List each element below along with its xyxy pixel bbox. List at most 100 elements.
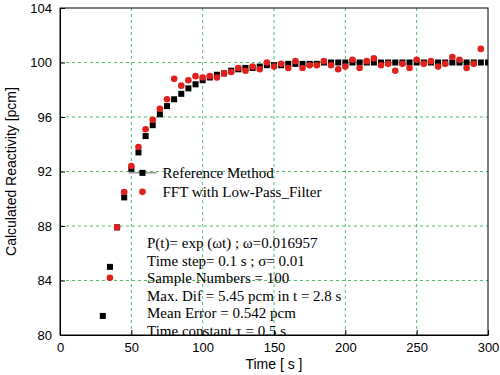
grid-line-y bbox=[60, 171, 488, 172]
point bbox=[357, 60, 363, 66]
point bbox=[264, 59, 271, 66]
point bbox=[228, 69, 235, 76]
x-tick: 50 bbox=[125, 330, 139, 355]
y-tick-mark bbox=[60, 281, 65, 282]
point bbox=[314, 62, 321, 69]
point bbox=[135, 149, 141, 155]
y-tick-mark bbox=[60, 335, 65, 336]
y-tick: 88 bbox=[38, 219, 65, 234]
y-tick: 92 bbox=[38, 164, 65, 179]
x-axis-label: Time [ s ] bbox=[245, 356, 302, 372]
point bbox=[214, 74, 221, 81]
point bbox=[178, 91, 184, 97]
grid-line-y bbox=[60, 226, 488, 227]
plot-frame bbox=[60, 8, 488, 335]
point bbox=[221, 70, 227, 76]
point bbox=[335, 60, 341, 66]
grid bbox=[60, 8, 488, 335]
point bbox=[221, 70, 228, 77]
y-tick: 100 bbox=[30, 55, 65, 70]
point bbox=[142, 126, 149, 133]
x-tick-label: 50 bbox=[125, 340, 139, 355]
x-tick-label: 150 bbox=[264, 340, 286, 355]
point bbox=[464, 60, 470, 66]
y-tick-label: 104 bbox=[30, 1, 52, 16]
point bbox=[149, 116, 156, 123]
point bbox=[399, 61, 406, 68]
y-tick-mark bbox=[60, 172, 65, 173]
point bbox=[171, 96, 177, 102]
point bbox=[143, 133, 149, 139]
point bbox=[306, 62, 313, 69]
point bbox=[114, 224, 121, 231]
point bbox=[114, 224, 120, 230]
point bbox=[135, 144, 142, 151]
point bbox=[171, 76, 178, 83]
point bbox=[406, 65, 413, 72]
y-tick: 96 bbox=[38, 110, 65, 125]
marks bbox=[100, 46, 488, 319]
annotation: P(t)= exp (ωt) ; ω=0.016957 bbox=[147, 235, 318, 252]
point bbox=[107, 264, 113, 270]
point bbox=[478, 46, 485, 53]
point bbox=[192, 73, 199, 80]
point bbox=[435, 63, 442, 70]
point bbox=[164, 103, 170, 109]
x-tick: 300 bbox=[478, 330, 500, 355]
x-tick-mark bbox=[417, 330, 418, 335]
point bbox=[178, 82, 185, 89]
point bbox=[371, 55, 378, 62]
point bbox=[328, 62, 335, 69]
x-tick: 200 bbox=[335, 330, 357, 355]
point bbox=[207, 73, 214, 80]
annotation: Time step= 0.1 s ; σ= 0.01 bbox=[147, 253, 305, 269]
legend-item: Reference Method bbox=[128, 165, 274, 181]
y-tick-label: 80 bbox=[38, 328, 52, 343]
point bbox=[478, 60, 484, 66]
y-tick-label: 96 bbox=[38, 110, 52, 125]
annotation: Time constant τ = 0.5 s bbox=[147, 323, 286, 339]
annotation: Max. Dif = 5.45 pcm in t = 2.8 s bbox=[147, 288, 342, 304]
point bbox=[449, 60, 455, 66]
y-tick-label: 84 bbox=[38, 273, 52, 288]
point bbox=[299, 65, 306, 72]
legend-label: FFT with Low-Pass_Filter bbox=[162, 184, 321, 200]
point bbox=[271, 63, 278, 70]
point bbox=[363, 58, 370, 65]
legend-label: Reference Method bbox=[162, 165, 274, 181]
x-tick-label: 300 bbox=[478, 340, 500, 355]
legend-item: FFT with Low-Pass_Filter bbox=[139, 184, 321, 200]
y-tick: 80 bbox=[38, 328, 65, 343]
point bbox=[164, 96, 171, 103]
x-tick-mark bbox=[131, 330, 132, 335]
y-tick-label: 88 bbox=[38, 219, 52, 234]
y-tick-label: 100 bbox=[30, 55, 52, 70]
grid-line-y bbox=[60, 117, 488, 118]
point bbox=[107, 274, 114, 281]
point bbox=[185, 85, 191, 91]
point bbox=[121, 189, 128, 196]
point bbox=[356, 65, 363, 72]
y-axis-label: Calculated Reactivity [pcm] bbox=[3, 87, 19, 256]
point bbox=[342, 63, 349, 70]
series-0 bbox=[100, 60, 488, 319]
point bbox=[157, 106, 164, 113]
legend-symbol bbox=[139, 189, 146, 196]
point bbox=[413, 56, 420, 63]
point bbox=[235, 65, 242, 72]
point bbox=[442, 61, 449, 68]
x-tick-mark bbox=[488, 330, 489, 335]
point bbox=[470, 61, 477, 68]
point bbox=[121, 194, 127, 200]
point bbox=[449, 54, 456, 61]
point bbox=[157, 111, 163, 117]
point bbox=[285, 65, 292, 72]
y-tick-label: 92 bbox=[38, 164, 52, 179]
x-tick-label: 200 bbox=[335, 340, 357, 355]
point bbox=[407, 60, 413, 66]
y-tick-mark bbox=[60, 226, 65, 227]
annotations: P(t)= exp (ωt) ; ω=0.016957Time step= 0.… bbox=[147, 235, 342, 339]
x-tick-label: 250 bbox=[406, 340, 428, 355]
annotation: Sample Numbers = 100 bbox=[147, 270, 289, 286]
point bbox=[335, 66, 342, 73]
